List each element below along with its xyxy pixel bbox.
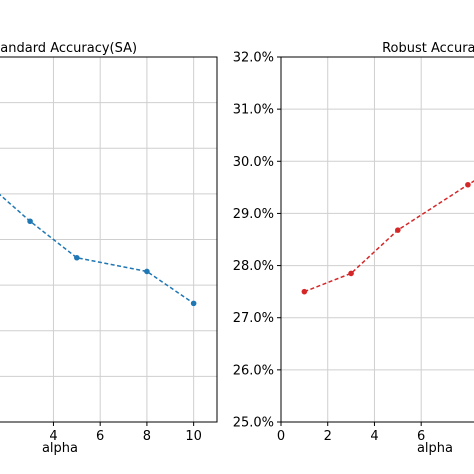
right-y-tick-label: 31.0% <box>233 103 274 118</box>
right-x-tick-label: 2 <box>324 429 332 444</box>
left-x-axis-label: alpha <box>42 441 78 456</box>
right-data-point <box>465 181 471 188</box>
left-data-point <box>190 300 197 307</box>
right-y-tick-label: 26.0% <box>233 363 274 378</box>
left-chart-title: Standard Accuracy(SA) <box>0 41 137 56</box>
right-chart-title: Robust Accuracy(RA) <box>382 41 474 56</box>
left-x-tick-label: 10 <box>185 429 202 444</box>
right-y-tick-label: 29.0% <box>233 207 274 222</box>
right-data-point <box>348 270 354 277</box>
right-series-line <box>304 180 474 293</box>
right-x-axis-label: alpha <box>417 441 453 456</box>
right-y-tick-label: 28.0% <box>233 259 274 274</box>
chart-robust-accuracy: 0 2 4 6 25.0% 26.0% 27.0% 28.0% 29.0% 30.0% 31.0% 3… <box>233 41 474 456</box>
right-x-tick-label: 4 <box>370 429 378 444</box>
left-grid <box>0 57 217 422</box>
right-series <box>301 180 474 295</box>
left-series <box>0 193 197 307</box>
right-data-point <box>301 288 308 295</box>
right-y-tick-label: 30.0% <box>233 155 274 170</box>
left-x-tick-label: 8 <box>143 429 151 444</box>
left-data-point <box>144 268 150 275</box>
left-x-tick-label: 4 <box>49 429 57 444</box>
left-data-point <box>74 254 80 261</box>
right-data-point <box>395 227 401 233</box>
right-grid <box>280 56 474 423</box>
left-plot-frame <box>0 56 218 423</box>
right-y-tick-label: 25.0% <box>233 416 274 431</box>
left-series-line <box>0 193 195 304</box>
right-x-tick-label: 6 <box>417 429 425 444</box>
right-ticks: 0 2 4 6 25.0% 26.0% 27.0% 28.0% 29.0% 30.0% 31.0% 3… <box>233 51 426 445</box>
left-x-tick-label: 6 <box>96 429 104 444</box>
right-y-tick-label: 32.0% <box>233 51 274 66</box>
chart-standard-accuracy: 4 6 8 10 Standard Accuracy(SA) alpha <box>0 41 218 456</box>
right-y-tick-label: 27.0% <box>233 311 274 326</box>
left-data-point <box>27 218 33 225</box>
right-plot-frame <box>280 56 474 423</box>
right-x-tick-label: 0 <box>277 429 285 444</box>
left-ticks: 4 6 8 10 <box>49 422 202 444</box>
